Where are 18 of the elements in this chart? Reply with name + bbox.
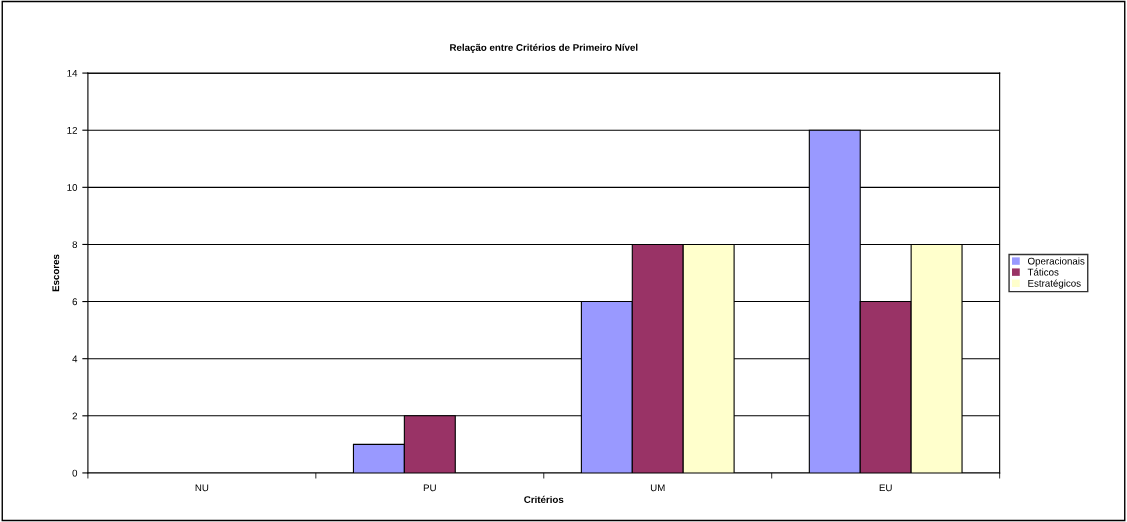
y-tick-label: 0	[72, 469, 78, 477]
y-tick-label: 4	[72, 355, 78, 363]
legend-label: Estratégicos	[1028, 279, 1081, 289]
x-tick-label: EU	[879, 484, 892, 492]
y-tick-label: 14	[67, 69, 78, 77]
y-axis-title: Escores	[52, 254, 60, 292]
y-tick-label: 6	[72, 298, 78, 306]
y-tick-label: 10	[67, 184, 78, 191]
y-tick-label: 8	[72, 241, 78, 249]
x-tick-label: UM	[650, 484, 665, 492]
y-tick-label: 12	[67, 126, 77, 134]
chart-title: Relação entre Critérios de Primeiro Nível	[450, 43, 638, 53]
legend-label: Operacionais	[1028, 257, 1085, 267]
x-axis-title: Critérios	[524, 495, 564, 504]
y-tick-label: 2	[72, 412, 77, 420]
x-tick-label: PU	[423, 484, 436, 492]
x-tick-label: NU	[195, 484, 209, 492]
legend-label: Táticos	[1027, 268, 1059, 276]
